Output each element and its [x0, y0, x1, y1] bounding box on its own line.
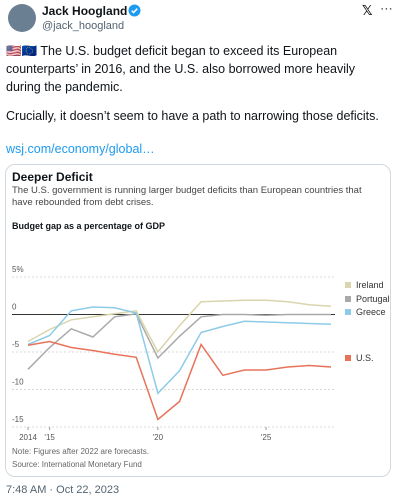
legend-label: Greece	[356, 307, 386, 317]
series-line	[27, 312, 331, 370]
chart-subtitle: The U.S. government is running larger bu…	[12, 185, 362, 208]
x-logo[interactable]: 𝕏	[362, 3, 373, 18]
series-line	[27, 299, 332, 354]
y-tick-label: -5	[12, 340, 20, 349]
y-tick-label: -10	[12, 378, 24, 387]
legend-label: Ireland	[356, 280, 384, 290]
legend-label: U.S.	[356, 353, 374, 363]
avatar[interactable]	[8, 4, 36, 32]
series-line	[27, 340, 332, 421]
chart-title: Deeper Deficit	[12, 170, 93, 184]
x-tick-label: '15	[44, 433, 55, 442]
tweet-text: Crucially, it doesn’t seem to have a pat…	[6, 109, 379, 123]
legend-swatch	[345, 282, 351, 288]
series-line	[27, 306, 332, 395]
legend-label: Portugal	[356, 294, 390, 304]
legend-swatch	[345, 355, 351, 361]
x-tick-label: '20	[153, 433, 164, 442]
y-tick-label: 5%	[12, 265, 24, 274]
card[interactable]	[5, 164, 391, 477]
x-tick-label: 2014	[19, 433, 37, 442]
axis-label: Budget gap as a percentage of GDP	[12, 221, 166, 231]
author-handle[interactable]: @jack_hoogland	[42, 20, 125, 32]
y-tick-label: -15	[12, 415, 24, 424]
link[interactable]: wsj.com/economy/global…	[6, 142, 155, 156]
chart-note: Note: Figures after 2022 are forecasts.	[12, 447, 149, 456]
verified-badge	[128, 4, 141, 17]
y-tick-label: 0	[12, 303, 17, 312]
x-tick-label: '25	[261, 433, 272, 442]
legend-swatch	[345, 296, 351, 302]
chart-source: Source: International Monetary Fund	[12, 460, 142, 469]
legend-swatch	[345, 309, 351, 315]
timestamp[interactable]: 7:48 AM · Oct 22, 2023	[6, 484, 120, 496]
author-name[interactable]: Jack Hoogland	[42, 4, 128, 18]
more-menu[interactable]: ⋯	[380, 1, 393, 16]
tweet-text: 🇺🇸🇪🇺 The U.S. budget deficit began to ex…	[6, 44, 356, 94]
